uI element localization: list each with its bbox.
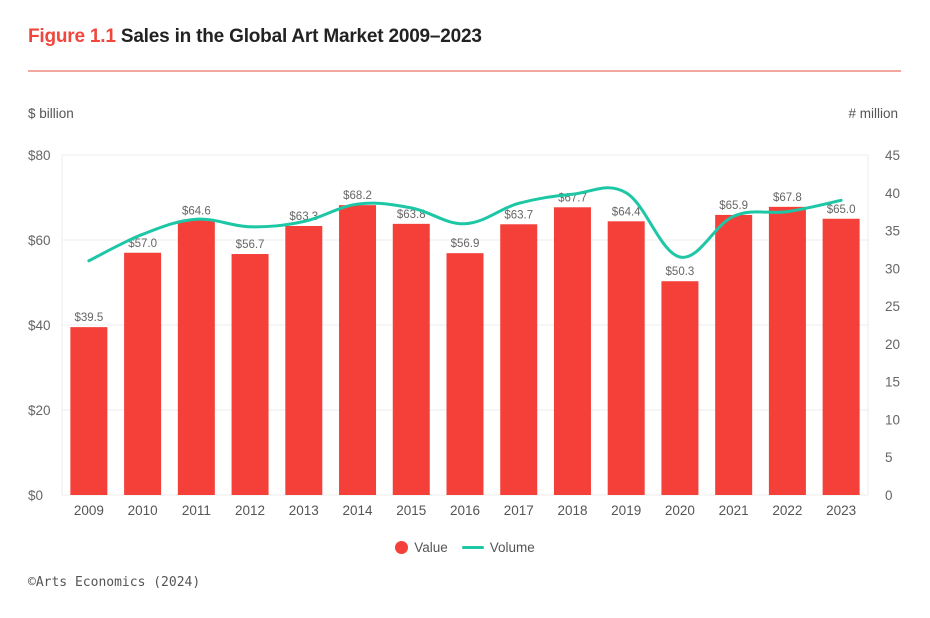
bar-data-label: $67.8: [773, 192, 802, 204]
y-left-tick-label: $80: [28, 148, 51, 163]
legend-item-value: Value: [395, 540, 448, 555]
y-right-tick-label: 35: [885, 224, 900, 239]
y-left-tick-label: $20: [28, 403, 51, 418]
left-axis-unit: $ billion: [28, 106, 74, 121]
bar-data-label: $65.0: [827, 204, 856, 216]
bar: [768, 206, 806, 495]
bar: [822, 218, 860, 495]
x-tick-label: 2009: [74, 503, 104, 518]
bar: [715, 214, 753, 496]
chart-canvas: $39.5$57.0$64.6$56.7$63.3$68.2$63.8$56.9…: [28, 148, 900, 518]
y-right-tick-label: 0: [885, 488, 893, 503]
x-tick-label: 2011: [182, 503, 211, 518]
title-text: Sales in the Global Art Market 2009–2023: [120, 26, 482, 47]
x-tick-label: 2022: [772, 503, 802, 518]
chart-title: Figure 1.1 Sales in the Global Art Marke…: [28, 26, 482, 48]
y-left-tick-label: $60: [28, 233, 51, 248]
bar: [231, 254, 269, 495]
y-right-tick-label: 40: [885, 186, 900, 201]
y-left-tick-label: $40: [28, 318, 51, 333]
x-tick-label: 2010: [128, 503, 158, 518]
y-right-tick-label: 45: [885, 148, 900, 163]
x-tick-label: 2018: [557, 503, 587, 518]
title-divider: [28, 70, 901, 72]
bar-data-label: $64.6: [182, 205, 211, 217]
bar: [446, 253, 484, 495]
y-right-tick-label: 30: [885, 261, 900, 276]
y-right-tick-label: 5: [885, 450, 893, 465]
legend-item-volume: Volume: [461, 540, 535, 555]
volume-line: [87, 186, 843, 263]
bar: [339, 205, 377, 495]
bar: [177, 220, 215, 495]
x-tick-label: 2014: [343, 503, 374, 518]
bar: [124, 252, 162, 495]
bar: [607, 221, 645, 496]
bar-data-label: $63.8: [397, 209, 426, 221]
x-tick-label: 2020: [665, 503, 695, 518]
bar-data-label: $50.3: [666, 266, 695, 278]
y-left-tick-label: $0: [28, 488, 43, 503]
x-tick-label: 2013: [289, 503, 319, 518]
bar-data-label: $64.4: [612, 206, 641, 218]
bar-data-label: $68.2: [343, 190, 372, 202]
bar-data-label: $56.7: [236, 239, 265, 251]
bar-data-label: $57.0: [128, 238, 157, 250]
bar-data-label: $39.5: [74, 312, 103, 324]
bar-layer: [70, 205, 860, 496]
x-tick-label: 2021: [719, 503, 749, 518]
right-axis-unit: # million: [848, 106, 898, 121]
x-tick-label: 2016: [450, 503, 480, 518]
x-tick-label: 2017: [504, 503, 534, 518]
y-right-tick-label: 20: [885, 337, 900, 352]
line-layer: [87, 186, 843, 263]
bar-data-label: $63.7: [504, 209, 533, 221]
legend-value-label: Value: [414, 540, 448, 555]
legend-volume-label: Volume: [489, 540, 535, 555]
y-right-tick-label: 25: [885, 299, 900, 314]
bar: [285, 225, 323, 495]
bar: [661, 281, 699, 495]
legend: Value Volume: [0, 540, 930, 555]
x-tick-label: 2012: [235, 503, 265, 518]
bar: [392, 223, 430, 495]
figure-label: Figure 1.1: [28, 26, 116, 47]
source-credit: ©Arts Economics (2024): [28, 575, 201, 590]
bar-data-label: $65.9: [719, 200, 748, 212]
axis-layer: $0 $20 $40 $60 $80 0 5 10 15 20 25 30 35 40 45 2009 2010…: [28, 148, 900, 518]
bar-data-label: $56.9: [451, 238, 480, 250]
y-right-tick-label: 15: [885, 375, 900, 390]
legend-volume-swatch: [461, 546, 484, 549]
bar: [553, 207, 591, 495]
x-tick-label: 2023: [826, 503, 856, 518]
bar: [500, 224, 538, 495]
bar: [70, 327, 108, 495]
legend-value-swatch: [395, 541, 409, 554]
x-tick-label: 2019: [611, 503, 641, 518]
x-tick-label: 2015: [396, 503, 426, 518]
y-right-tick-label: 10: [885, 412, 900, 427]
